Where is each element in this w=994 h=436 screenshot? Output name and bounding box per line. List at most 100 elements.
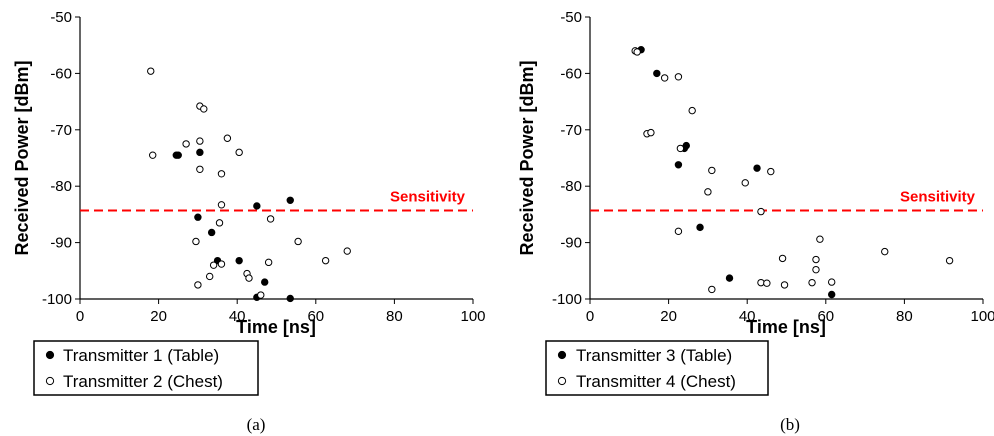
data-point-chest	[757, 207, 765, 216]
data-points-a	[147, 67, 351, 303]
y-tick-label: -100	[552, 291, 582, 308]
y-ticks-a: -50 -60 -70 -80 -90 -100	[42, 9, 80, 308]
data-point-chest	[945, 256, 954, 265]
legend-label-transmitter-1: Transmitter 1 (Table)	[63, 346, 219, 365]
data-point-chest	[196, 165, 204, 173]
data-point-chest	[147, 67, 155, 75]
data-point-table	[286, 294, 294, 303]
x-tick-label: 80	[896, 308, 913, 325]
data-point-table	[725, 274, 734, 282]
data-point-chest	[647, 128, 655, 137]
panel-a: -50 -60 -70 -80 -90 -100 0 20 40 60 80 100 Sensiti…	[12, 9, 486, 434]
data-point-chest	[704, 188, 712, 196]
data-points-b	[631, 46, 954, 299]
y-tick-label: -50	[50, 9, 72, 26]
data-point-chest	[217, 170, 226, 178]
data-point-chest	[708, 285, 716, 294]
y-tick-label: -90	[50, 235, 72, 252]
x-axis-title-a: Time [ns]	[236, 317, 316, 337]
legend-label-transmitter-3: Transmitter 3 (Table)	[576, 346, 732, 365]
y-tick-label: -70	[50, 122, 72, 139]
panel-b: -50 -60 -70 -80 -90 -100 0 20 40 60 80 100 Sensiti…	[517, 9, 994, 434]
data-point-chest	[182, 140, 190, 148]
data-point-chest	[215, 219, 224, 227]
sensitivity-label-b: Sensitivity	[900, 188, 976, 205]
x-tick-label: 20	[150, 308, 167, 325]
x-tick-label: 40	[229, 308, 246, 325]
data-point-chest	[674, 73, 683, 81]
caption-b: (b)	[780, 415, 800, 434]
data-point-chest	[223, 134, 232, 142]
data-point-table	[253, 202, 261, 210]
data-point-table	[753, 164, 761, 172]
data-point-chest	[235, 148, 243, 157]
x-tick-label: 60	[307, 308, 324, 325]
legend-marker-transmitter-1	[45, 350, 55, 360]
data-point-chest	[266, 215, 275, 223]
data-point-chest	[192, 237, 200, 246]
legend-marker-transmitter-4	[557, 376, 567, 386]
data-point-chest	[245, 274, 253, 282]
legend-box-b	[545, 340, 769, 396]
data-point-table	[194, 213, 202, 221]
data-point-chest	[674, 227, 683, 236]
y-axis-title-b: Received Power [dBm]	[517, 60, 537, 255]
data-point-chest	[676, 144, 685, 153]
y-tick-label: -60	[50, 65, 72, 82]
data-point-table	[174, 151, 182, 159]
plot-area-a	[80, 17, 473, 299]
y-tick-label: -50	[560, 9, 582, 26]
y-tick-label: -70	[560, 122, 582, 139]
data-point-table	[696, 223, 704, 232]
data-point-table	[196, 148, 204, 157]
x-axis-title-b: Time [ns]	[746, 317, 826, 337]
x-tick-label: 80	[386, 308, 403, 325]
data-point-chest	[780, 281, 789, 289]
y-tick-label: -60	[560, 65, 582, 82]
data-point-chest	[660, 74, 669, 82]
data-point-table	[261, 278, 269, 286]
data-point-table	[207, 228, 216, 237]
x-ticks-a: 0 20 40 60 80 100	[76, 299, 486, 325]
data-point-chest	[209, 261, 218, 269]
data-point-chest	[708, 166, 716, 175]
x-tick-label: 100	[970, 308, 994, 325]
data-point-chest	[741, 179, 749, 187]
y-tick-label: -80	[50, 178, 72, 195]
y-tick-label: -80	[560, 178, 582, 195]
x-tick-label: 60	[817, 308, 834, 325]
data-point-table	[653, 69, 661, 78]
x-tick-label: 40	[739, 308, 756, 325]
data-point-chest	[196, 137, 204, 145]
data-point-chest	[217, 201, 226, 209]
y-axis-title-a: Received Power [dBm]	[12, 60, 32, 255]
data-point-chest	[812, 265, 820, 274]
data-point-table	[827, 290, 836, 299]
data-point-chest	[763, 279, 771, 287]
legend-marker-transmitter-3	[557, 350, 567, 360]
plot-area-b	[590, 17, 983, 299]
x-tick-label: 100	[460, 308, 485, 325]
x-tick-label: 0	[586, 308, 594, 325]
caption-a: (a)	[247, 415, 266, 434]
data-point-table	[674, 161, 683, 169]
data-point-chest	[343, 247, 351, 255]
data-point-chest	[194, 281, 202, 289]
data-point-chest	[881, 247, 889, 256]
x-tick-label: 0	[76, 308, 84, 325]
data-point-chest	[812, 255, 820, 264]
data-point-chest	[321, 256, 330, 265]
data-point-chest	[767, 167, 775, 176]
x-tick-label: 20	[660, 308, 677, 325]
data-point-chest	[217, 260, 226, 268]
data-point-chest	[816, 235, 824, 243]
data-point-chest	[827, 278, 836, 286]
y-ticks-b: -50 -60 -70 -80 -90 -100	[552, 9, 590, 308]
data-point-table	[286, 196, 294, 205]
data-point-chest	[205, 272, 214, 281]
data-point-chest	[633, 48, 641, 56]
x-ticks-b: 0 20 40 60 80 100	[586, 299, 994, 325]
data-point-chest	[264, 258, 273, 267]
data-point-chest	[808, 278, 816, 287]
data-point-chest	[200, 105, 208, 113]
